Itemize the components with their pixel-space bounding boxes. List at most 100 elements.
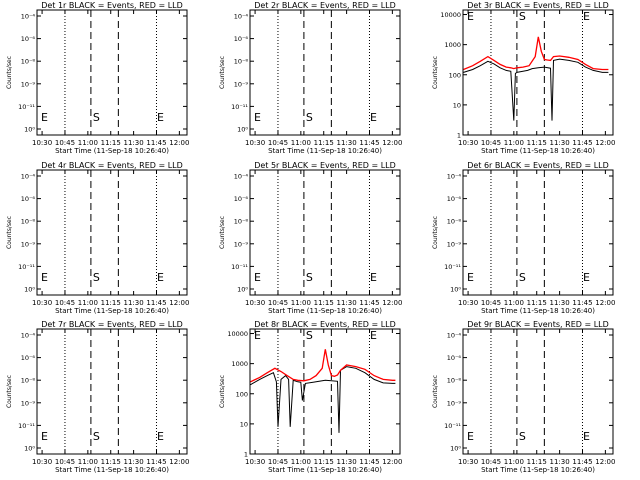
y-tick-label: 10000 [440, 11, 461, 19]
marker-label-e: E [583, 430, 590, 443]
x-tick-label: 11:45 [146, 139, 166, 147]
y-axis-label: Counts/sec [432, 216, 439, 249]
x-tick-label: 12:00 [382, 458, 402, 466]
x-tick-label: 11:45 [359, 458, 379, 466]
panel-title: Det 8r BLACK = Events, RED = LLD [254, 320, 396, 329]
y-tick-label: 10⁻⁶ [234, 195, 249, 203]
y-tick-label: 10⁻⁶ [447, 195, 462, 203]
y-tick-label: 1000 [444, 41, 461, 49]
y-tick-label: 10 [453, 101, 461, 109]
x-tick-label: 11:15 [527, 139, 547, 147]
x-tick-label: 11:30 [550, 458, 570, 466]
x-tick-label: 10:45 [481, 299, 501, 307]
x-tick-label: 12:00 [595, 299, 615, 307]
x-tick-label: 11:00 [291, 139, 311, 147]
x-tick-label: 11:30 [337, 458, 357, 466]
x-tick-label: 11:15 [527, 458, 547, 466]
y-tick-label: 10⁰ [237, 286, 248, 294]
x-tick-label: 11:30 [337, 139, 357, 147]
y-tick-label: 10⁻⁸ [21, 218, 36, 226]
y-tick-label: 10⁻¹¹ [18, 103, 35, 111]
marker-label-s: S [519, 10, 526, 23]
y-tick-label: 10⁻⁴ [234, 173, 249, 181]
y-tick-label: 10⁻⁴ [21, 13, 36, 21]
marker-label-e: E [254, 111, 261, 124]
x-tick-label: 10:30 [32, 139, 52, 147]
y-tick-label: 10⁰ [450, 286, 461, 294]
x-tick-label: 11:30 [337, 299, 357, 307]
y-axis-label: Counts/sec [6, 375, 13, 408]
x-tick-label: 11:30 [124, 139, 144, 147]
series-line-lld [250, 349, 396, 383]
x-tick-label: 11:45 [572, 458, 592, 466]
y-tick-label: 10⁻¹¹ [18, 422, 35, 430]
x-tick-label: 10:30 [245, 458, 265, 466]
x-tick-label: 11:15 [527, 299, 547, 307]
x-tick-label: 12:00 [169, 299, 189, 307]
y-tick-label: 10⁻⁸ [21, 377, 36, 385]
marker-label-e: E [467, 10, 474, 23]
panel-title: Det 7r BLACK = Events, RED = LLD [41, 320, 183, 329]
panel-det-5: Det 5r BLACK = Events, RED = LLD Counts/s… [219, 161, 402, 315]
marker-label-e: E [41, 271, 48, 284]
marker-label-s: S [306, 271, 313, 284]
plot-frame [36, 169, 188, 296]
panel-title: Det 6r BLACK = Events, RED = LLD [467, 161, 609, 170]
y-tick-label: 10⁰ [237, 126, 248, 134]
y-tick-label: 10⁻⁴ [21, 173, 36, 181]
x-axis-label: Start Time (11-Sep-18 10:26:40) [268, 307, 382, 315]
x-axis-label: Start Time (11-Sep-18 10:26:40) [268, 466, 382, 474]
x-tick-label: 11:45 [146, 458, 166, 466]
x-axis-label: Start Time (11-Sep-18 10:26:40) [481, 147, 595, 155]
y-tick-label: 10000 [227, 330, 248, 338]
x-tick-label: 11:00 [504, 139, 524, 147]
y-tick-label: 100 [449, 71, 461, 79]
plot-frame [462, 169, 614, 296]
marker-label-e: E [41, 430, 48, 443]
y-tick-label: 10⁻⁹ [447, 399, 462, 407]
x-tick-label: 12:00 [382, 139, 402, 147]
marker-label-e: E [370, 329, 377, 342]
y-tick-label: 10⁰ [24, 126, 35, 134]
y-axis-label: Counts/sec [219, 56, 226, 89]
x-tick-label: 11:15 [314, 139, 334, 147]
y-tick-label: 10⁻⁴ [21, 332, 36, 340]
panel-title: Det 3r BLACK = Events, RED = LLD [467, 1, 609, 10]
x-tick-label: 12:00 [595, 139, 615, 147]
x-axis-label: Start Time (11-Sep-18 10:26:40) [55, 466, 169, 474]
plot-frame [36, 9, 188, 136]
x-tick-label: 11:15 [314, 299, 334, 307]
y-axis-label: Counts/sec [432, 375, 439, 408]
y-tick-label: 100 [236, 390, 248, 398]
plot-frame [249, 9, 401, 136]
y-tick-label: 1 [244, 451, 248, 459]
x-tick-label: 10:30 [458, 299, 478, 307]
marker-label-e: E [254, 271, 261, 284]
panel-title: Det 4r BLACK = Events, RED = LLD [41, 161, 183, 170]
x-tick-label: 10:45 [268, 458, 288, 466]
marker-label-e: E [370, 271, 377, 284]
y-tick-label: 10⁻¹¹ [18, 263, 35, 271]
y-tick-label: 10⁻⁹ [234, 80, 249, 88]
x-tick-label: 11:45 [359, 139, 379, 147]
y-tick-label: 1000 [231, 360, 248, 368]
plot-frame [462, 328, 614, 455]
x-tick-label: 11:15 [101, 299, 121, 307]
x-tick-label: 10:30 [32, 299, 52, 307]
marker-label-e: E [41, 111, 48, 124]
y-tick-label: 10⁻⁸ [21, 58, 36, 66]
marker-label-s: S [93, 271, 100, 284]
y-tick-label: 10⁰ [24, 445, 35, 453]
x-axis-label: Start Time (11-Sep-18 10:26:40) [55, 307, 169, 315]
marker-label-e: E [583, 271, 590, 284]
y-tick-label: 10⁻⁶ [21, 354, 36, 362]
x-tick-label: 10:45 [481, 139, 501, 147]
y-tick-label: 10⁻¹¹ [444, 422, 461, 430]
y-tick-label: 10⁻¹¹ [231, 103, 248, 111]
x-axis-label: Start Time (11-Sep-18 10:26:40) [268, 147, 382, 155]
marker-label-e: E [583, 10, 590, 23]
marker-label-e: E [467, 430, 474, 443]
y-tick-label: 10⁻⁸ [234, 218, 249, 226]
y-axis-label: Counts/sec [432, 56, 439, 89]
x-tick-label: 10:45 [268, 299, 288, 307]
